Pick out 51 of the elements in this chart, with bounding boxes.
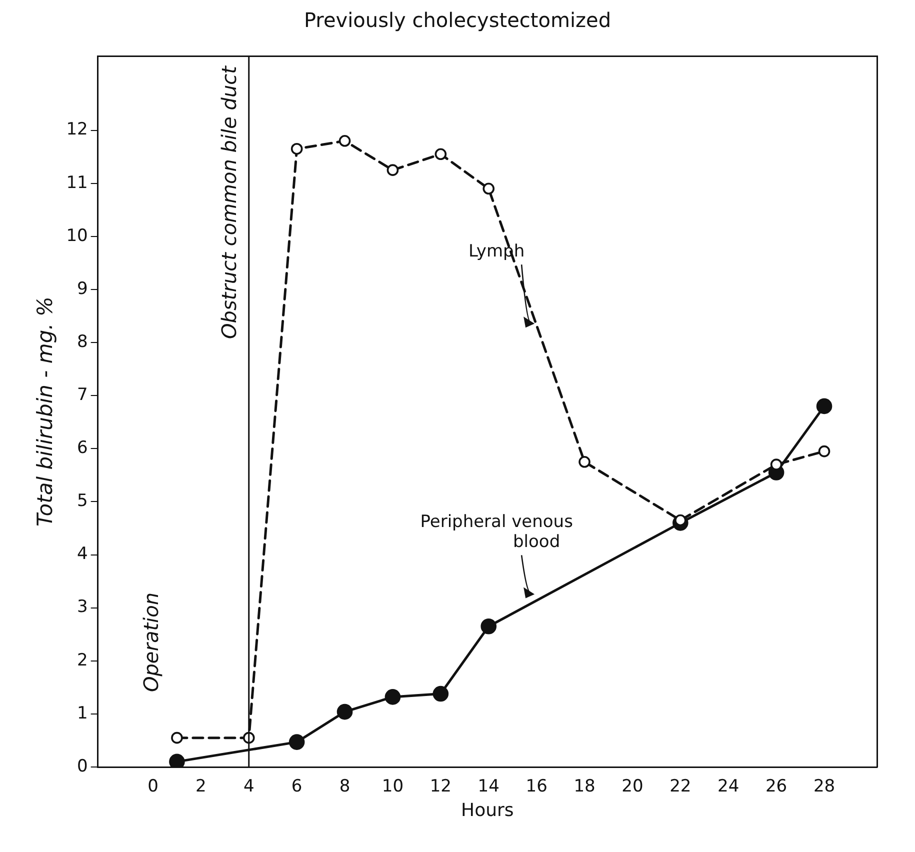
x-tick-label: 12 — [430, 776, 452, 797]
x-tick-label: 14 — [478, 776, 500, 797]
annotation: Operation — [139, 592, 164, 692]
x-tick-label: 6 — [291, 776, 302, 797]
point — [578, 456, 590, 468]
annotation: Peripheral venous blood — [420, 512, 574, 552]
y-tick-label: 1 — [77, 703, 88, 724]
x-tick-label: 24 — [718, 776, 740, 797]
y-tick-label: 11 — [66, 172, 88, 193]
y-tick-label: 5 — [77, 491, 88, 512]
point — [480, 618, 497, 634]
x-tick-label: 10 — [382, 776, 404, 797]
x-tick-label: 2 — [196, 776, 206, 797]
y-axis-title: Total bilirubin - mg. % — [33, 296, 58, 526]
x-tick-label: 4 — [243, 776, 254, 797]
y-tick-label: 3 — [77, 597, 88, 618]
point — [336, 704, 353, 720]
annotation: Lymph — [468, 242, 525, 262]
point — [338, 134, 351, 147]
chart-title: Previously cholecystectomized — [304, 8, 612, 32]
y-tick-label: 9 — [77, 278, 88, 299]
x-tick-label: 16 — [526, 776, 548, 797]
y-tick-label: 6 — [77, 438, 88, 458]
x-tick-label: 8 — [339, 776, 350, 797]
y-tick-label: 8 — [77, 332, 88, 352]
point — [169, 754, 185, 767]
y-tick-label: 0 — [77, 756, 88, 776]
x-tick-label: 22 — [670, 776, 692, 797]
point — [770, 458, 782, 470]
point — [434, 148, 447, 160]
point — [384, 689, 401, 705]
ref-line-label: Obstruct common bile duct — [217, 64, 242, 339]
point — [288, 734, 305, 750]
point — [171, 732, 183, 744]
point — [432, 686, 449, 702]
y-tick-label: 10 — [66, 226, 88, 246]
x-tick-label: 26 — [765, 776, 788, 797]
x-tick-label: 18 — [574, 776, 596, 797]
point — [482, 182, 495, 195]
point — [290, 142, 303, 155]
y-tick-label: 2 — [77, 650, 88, 670]
y-tick-label: 7 — [77, 385, 88, 406]
x-axis-title: Hours — [461, 800, 514, 821]
x-tick-label: 0 — [148, 776, 158, 797]
point — [816, 398, 832, 414]
x-tick-label: 20 — [622, 776, 644, 797]
y-tick-label: 4 — [77, 544, 88, 564]
x-tick-label: 28 — [813, 776, 836, 797]
point — [818, 445, 830, 458]
y-tick-label: 12 — [66, 120, 88, 140]
point — [386, 164, 399, 176]
